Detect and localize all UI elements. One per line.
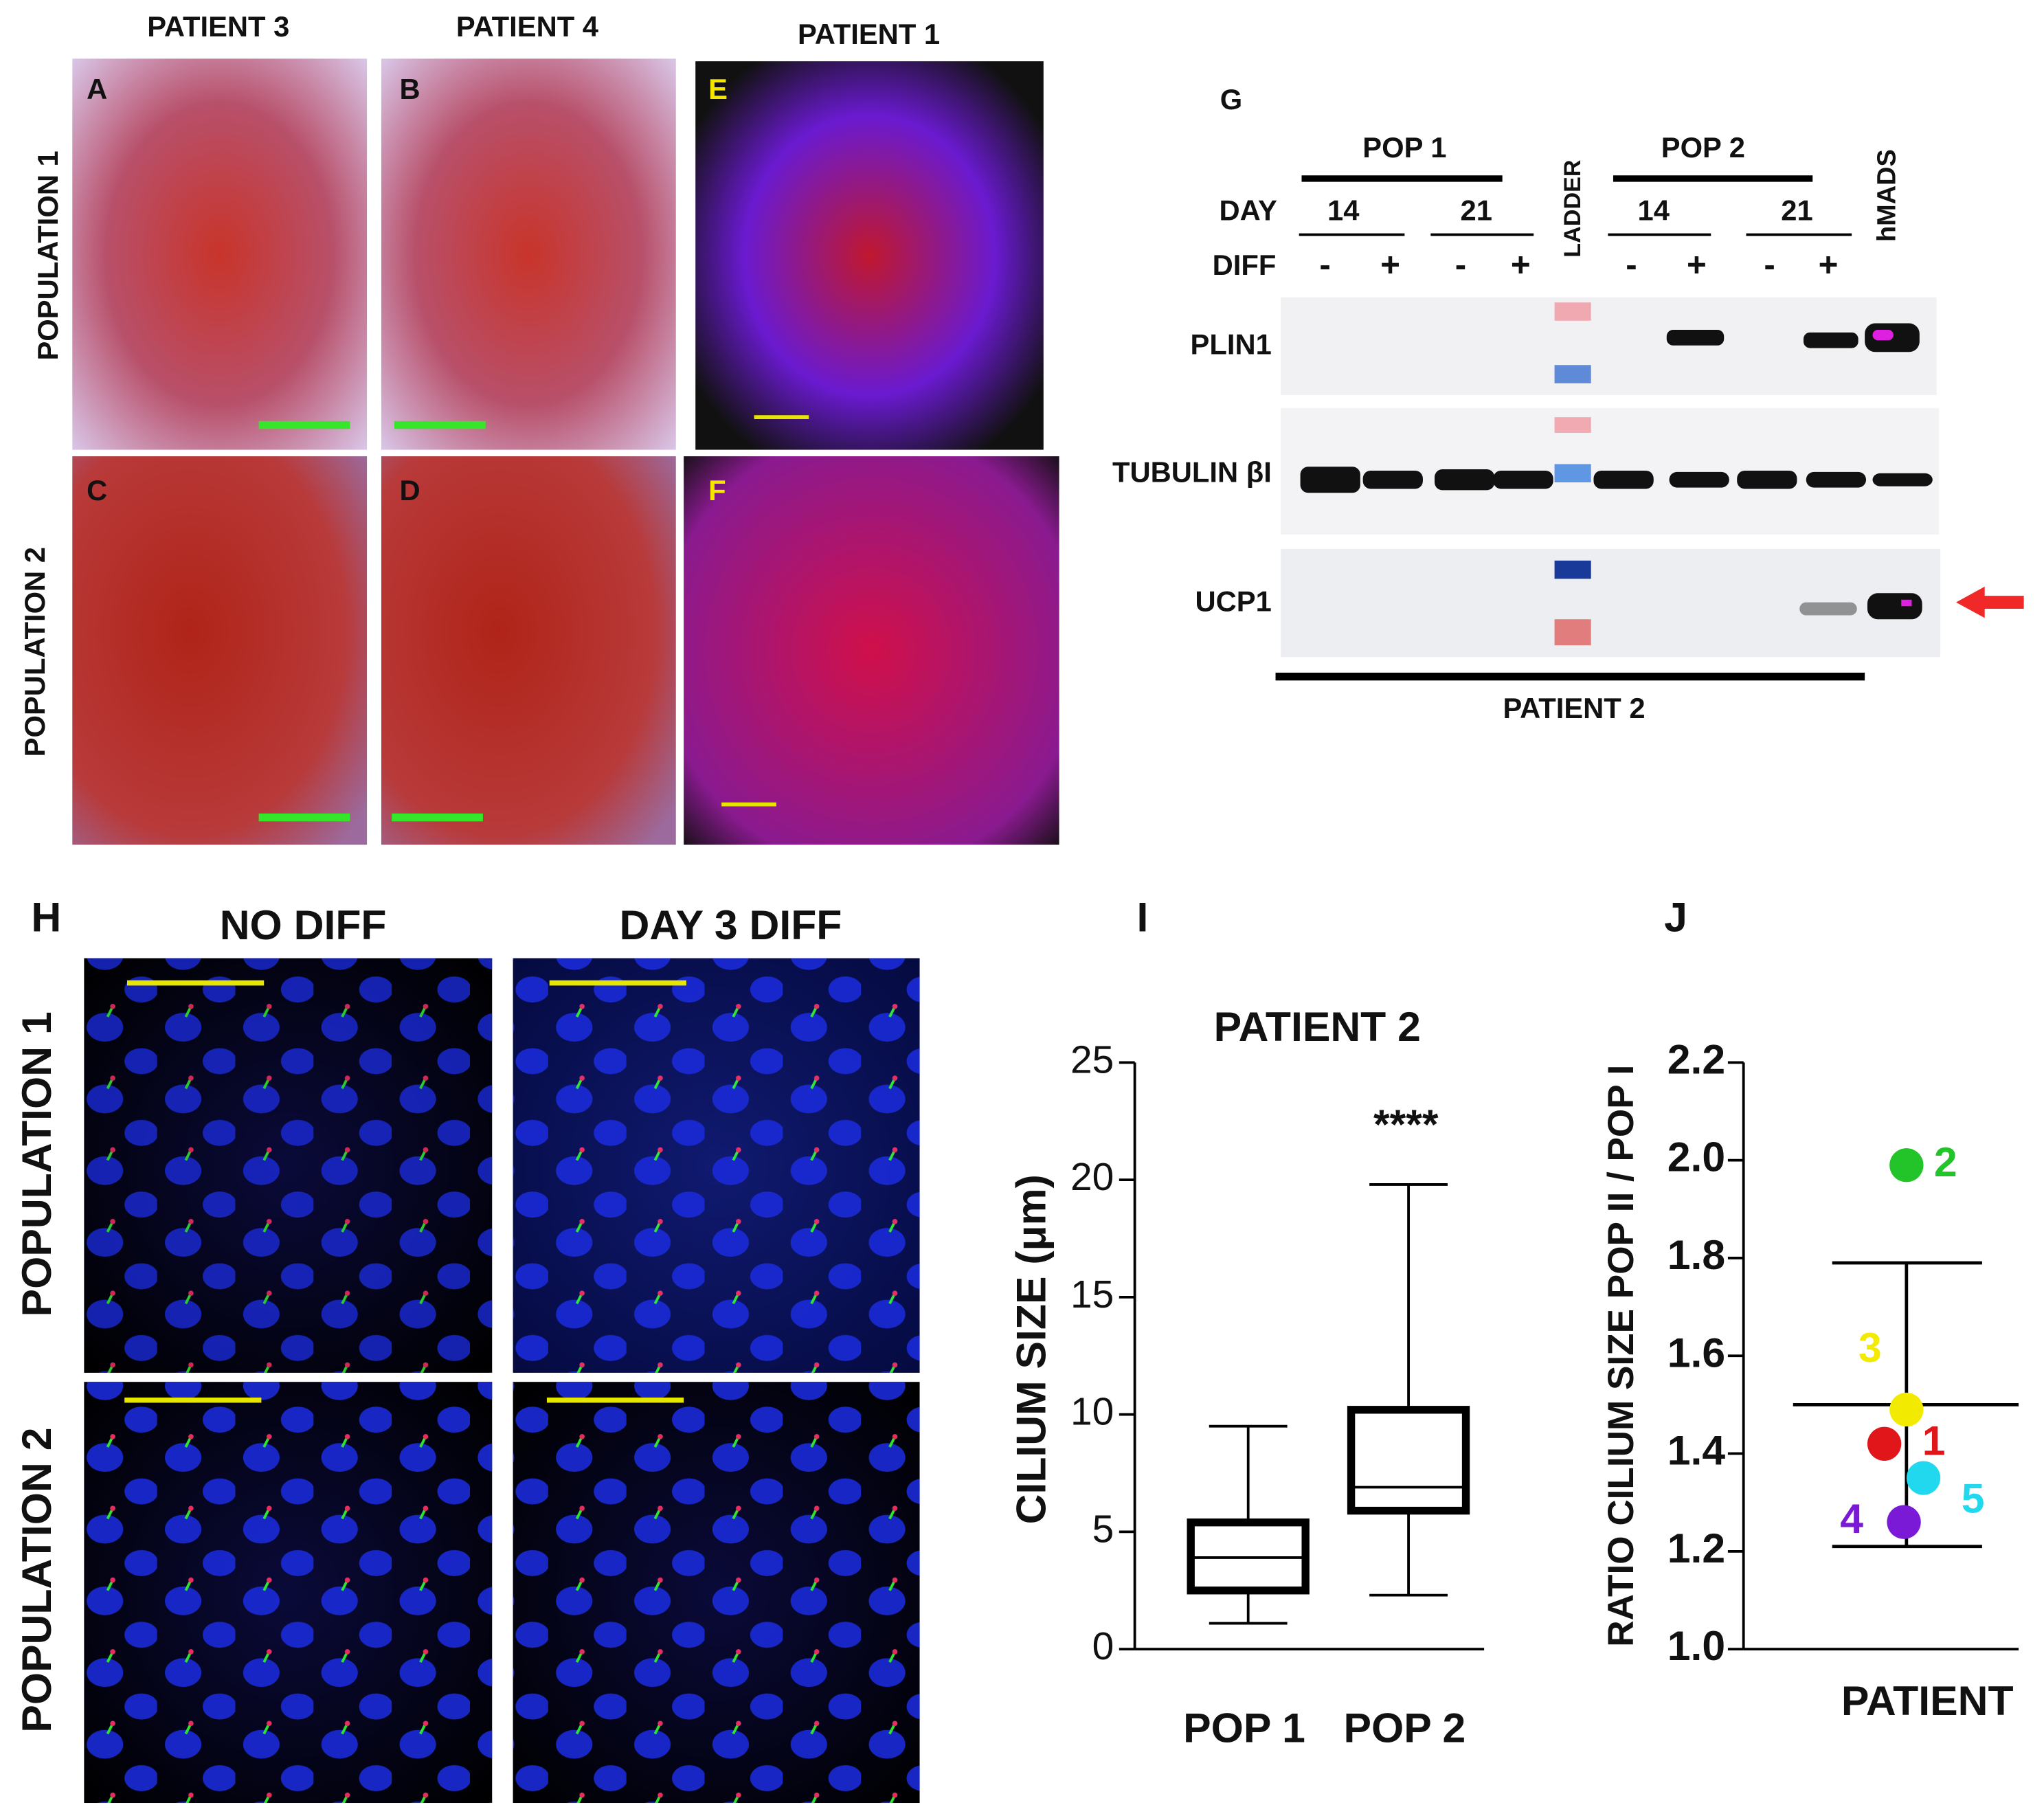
point: [1906, 1461, 1941, 1495]
chart-title: PATIENT 2: [1214, 1003, 1421, 1050]
micrograph: [72, 58, 368, 450]
micrograph: [381, 58, 676, 450]
band: [1669, 471, 1729, 488]
point-label: 1: [1922, 1417, 1946, 1464]
row-label: POPULATION 1: [32, 150, 64, 360]
arrow: [1955, 586, 2024, 618]
y-tick-label: 20: [1070, 1155, 1114, 1199]
diff-label: -: [1319, 246, 1330, 284]
panel-letter: C: [87, 474, 107, 506]
row-label: DAY: [1220, 194, 1277, 226]
y-tick-label: 5: [1092, 1507, 1114, 1551]
group-label: POP 1: [1362, 131, 1446, 164]
y-axis-label: RATIO CILIUM SIZE POP II / POP I: [1601, 1065, 1641, 1647]
micrographs: [84, 958, 920, 1804]
micrograph: [72, 456, 368, 845]
point-label: 2: [1934, 1139, 1957, 1185]
scale-bars: [721, 415, 809, 807]
band: [1362, 470, 1423, 489]
panel-letter: I: [1137, 894, 1149, 941]
y-tick-label: 2.0: [1667, 1134, 1725, 1180]
band: [1593, 470, 1654, 489]
x-tick-label: POP 2: [1344, 1705, 1466, 1751]
micrograph: [684, 456, 1059, 845]
column-label: PATIENT 1: [798, 18, 940, 50]
x-tick-label: POP 1: [1183, 1705, 1305, 1751]
row-label: DIFF: [1213, 249, 1277, 281]
column-label: PATIENT 3: [147, 10, 289, 43]
point: [1887, 1505, 1921, 1539]
bands: [1554, 302, 1922, 646]
diff-label: +: [1511, 246, 1531, 284]
diff-label: +: [1687, 246, 1707, 284]
panel-letter: F: [708, 474, 726, 506]
x-axis-label: PATIENT: [1841, 1677, 2014, 1724]
y-tick-label: 1.0: [1667, 1622, 1725, 1669]
diff-label: +: [1380, 246, 1400, 284]
y-tick-label: 25: [1070, 1038, 1114, 1081]
day-label: 14: [1327, 194, 1359, 226]
diff-label: -: [1764, 246, 1775, 284]
annotation: ****: [1373, 1101, 1439, 1147]
column-label: DAY 3 DIFF: [620, 901, 842, 948]
band: [1806, 471, 1867, 488]
box: [1347, 1406, 1470, 1515]
diff-label: -: [1626, 246, 1637, 284]
panel-letter: H: [31, 894, 61, 941]
band: [1300, 467, 1360, 493]
row-label: POPULATION 2: [19, 547, 51, 756]
column-label: NO DIFF: [220, 901, 387, 948]
band: [1435, 469, 1495, 491]
day-label: 21: [1781, 194, 1812, 226]
point-label: 3: [1858, 1324, 1882, 1371]
day-label: 21: [1461, 194, 1492, 226]
band: [1493, 470, 1553, 489]
point-label: 5: [1962, 1475, 1985, 1521]
row-label: POPULATION 1: [13, 1011, 60, 1316]
panel-letter: B: [400, 73, 420, 105]
blot-row-label: UCP1: [1195, 585, 1272, 618]
micrograph: [695, 61, 1044, 450]
y-tick-label: 0: [1092, 1624, 1114, 1668]
panel-letter: G: [1220, 83, 1242, 115]
point: [1867, 1426, 1902, 1461]
band: [1737, 470, 1797, 489]
control-label: hMADS: [1872, 149, 1901, 242]
scale-bars: [258, 421, 486, 822]
y-tick-label: 1.8: [1667, 1231, 1725, 1278]
band: [1872, 473, 1933, 486]
patient-label: PATIENT 2: [1503, 692, 1645, 724]
y-tick-label: 10: [1070, 1390, 1114, 1434]
y-tick-label: 2.2: [1667, 1035, 1725, 1082]
micrograph: [381, 456, 676, 845]
panel-letter: E: [708, 73, 728, 105]
panel-letter: D: [400, 474, 420, 506]
y-tick-label: 1.2: [1667, 1525, 1725, 1571]
point: [1889, 1148, 1924, 1182]
ladder-label: LADDER: [1560, 159, 1586, 257]
panel-letter: A: [87, 73, 107, 105]
blot-row-label: PLIN1: [1191, 328, 1272, 361]
row-label: POPULATION 2: [13, 1428, 60, 1733]
diff-label: +: [1819, 246, 1839, 284]
point: [1889, 1392, 1924, 1427]
day-label: 14: [1638, 194, 1670, 226]
group-label: POP 2: [1661, 131, 1745, 164]
bands: [1300, 467, 1933, 493]
diff-label: -: [1455, 246, 1466, 284]
panel-letter: J: [1664, 894, 1687, 941]
column-label: PATIENT 4: [456, 10, 598, 43]
y-tick-label: 15: [1070, 1273, 1114, 1316]
y-tick-label: 1.4: [1667, 1427, 1726, 1474]
blot-labels: 14 21 14 21- + - + - + - +: [1319, 194, 1838, 284]
point-label: 4: [1840, 1495, 1863, 1542]
y-tick-label: 1.6: [1667, 1329, 1725, 1376]
y-axis-label: CILIUM SIZE (μm): [1008, 1174, 1055, 1524]
scale-bars: [124, 980, 686, 1403]
blot-row-label: TUBULIN βI: [1112, 456, 1272, 489]
